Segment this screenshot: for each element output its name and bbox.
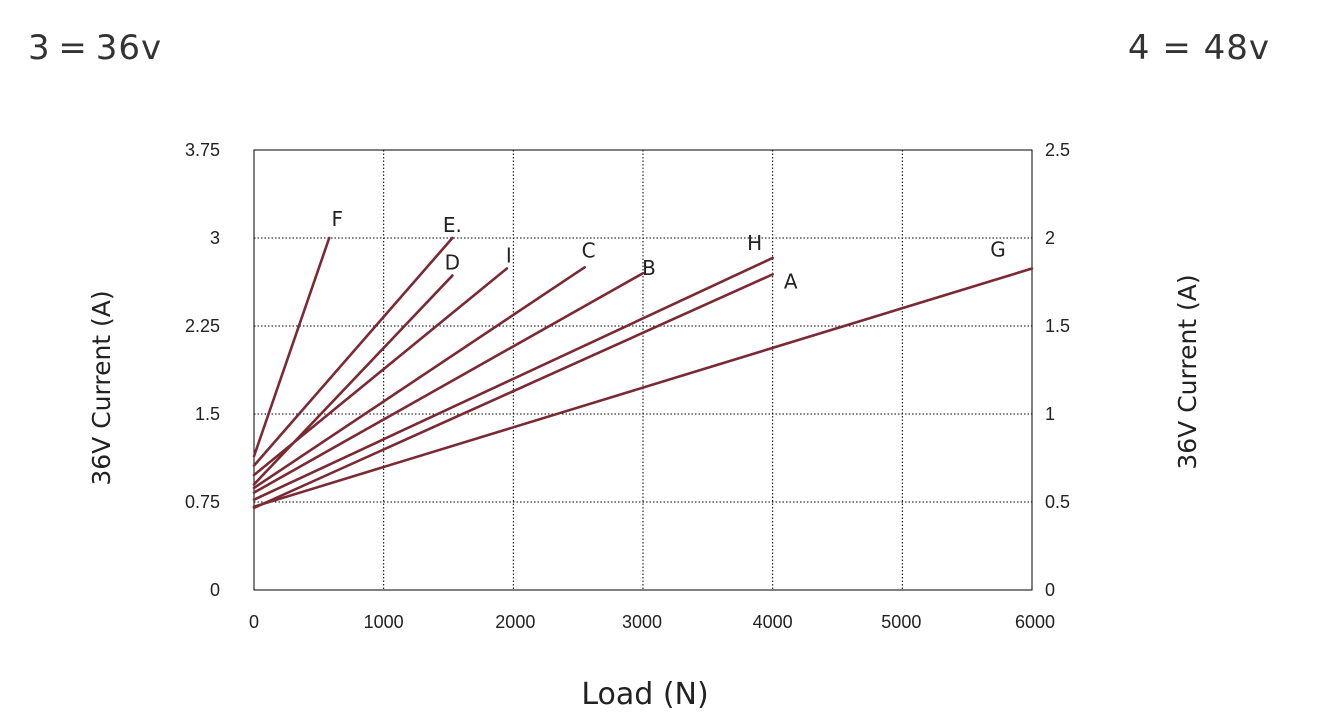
left-y-tick-label: 3	[210, 228, 220, 248]
series-label-A: A	[784, 269, 798, 293]
x-tick-label: 2000	[495, 612, 535, 632]
x-tick-label: 4000	[753, 612, 793, 632]
series-label-D: D	[445, 251, 460, 275]
series-line-A	[252, 273, 774, 510]
left-y-tick-label: 0	[210, 580, 220, 600]
voltage-note-36v: 3 = 36v	[28, 28, 163, 68]
series-line-F	[252, 236, 331, 458]
series-line-I	[252, 267, 509, 477]
right-y-tick-label: 0	[1045, 580, 1055, 600]
series-labels: F E. D I C B HA G	[331, 207, 1005, 293]
series-label-E: E.	[443, 213, 462, 237]
series-label-G: G	[990, 238, 1006, 262]
series-line-H	[252, 256, 774, 501]
x-tick-label: 5000	[881, 612, 921, 632]
left-y-tick-label: 0.75	[185, 492, 220, 512]
series-label-F: F	[331, 207, 343, 231]
right-y-tick-label: 1	[1045, 404, 1055, 424]
series-label-H: H	[747, 231, 762, 255]
x-tick-label: 3000	[622, 612, 662, 632]
series-label-B: B	[642, 256, 656, 280]
plot-frame	[253, 149, 1033, 591]
right-y-tick-label: 2	[1045, 228, 1055, 248]
series-line-E	[252, 236, 454, 467]
voltage-note-48v: 4 = 48v	[1127, 28, 1270, 68]
right-y-tick-label: 0.5	[1045, 492, 1070, 512]
series-lines	[252, 236, 1034, 510]
left-y-axis-title: 36V Current (A)	[87, 290, 116, 485]
series-label-I: I	[506, 244, 512, 268]
x-axis-title: Load (N)	[581, 677, 708, 712]
series-label-C: C	[582, 238, 596, 262]
tick-labels: 0 1000 2000 3000 4000 5000 6000 0 0.75 1.5 2.25 3 3.…	[185, 140, 1070, 632]
right-y-axis-title: 36V Current (A)	[1173, 274, 1202, 469]
series-line-B	[252, 271, 645, 494]
left-y-tick-label: 3.75	[185, 140, 220, 160]
x-tick-label: 1000	[364, 612, 404, 632]
grid	[254, 150, 1032, 590]
left-y-tick-label: 1.5	[195, 404, 220, 424]
series-line-G	[252, 267, 1034, 508]
series-line-C	[252, 266, 586, 490]
left-y-tick-label: 2.25	[185, 316, 220, 336]
x-tick-label: 0	[249, 612, 259, 632]
right-y-tick-label: 1.5	[1045, 316, 1070, 336]
right-y-tick-label: 2.5	[1045, 140, 1070, 160]
x-tick-label: 6000	[1015, 612, 1055, 632]
